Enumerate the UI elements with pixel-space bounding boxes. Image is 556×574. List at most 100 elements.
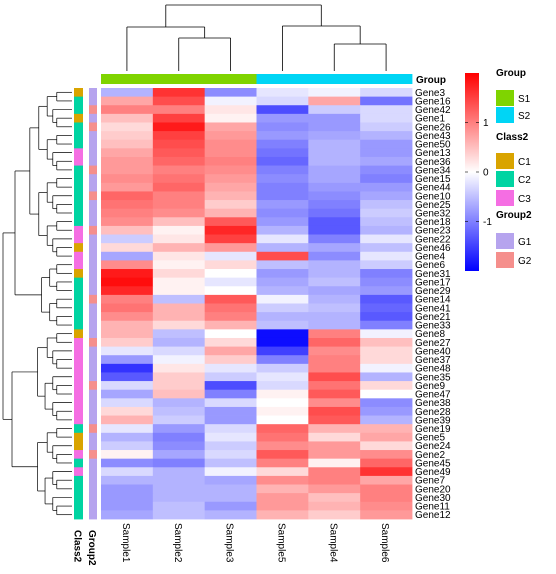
heatmap-cell — [360, 493, 413, 503]
class2-annotation-cell — [74, 398, 83, 408]
heatmap-cell — [152, 225, 206, 235]
class2-annotation-cell — [74, 260, 83, 270]
group2-annotation-cell — [89, 501, 97, 511]
legend-swatch — [496, 90, 514, 106]
group2-annotation-cell — [89, 217, 97, 227]
heatmap-cell — [360, 260, 413, 270]
heatmap-cell — [101, 277, 154, 287]
heatmap-cell — [308, 182, 361, 192]
heatmap-cell — [101, 139, 154, 149]
heatmap-cell — [308, 131, 361, 141]
class2-annotation-cell — [74, 441, 83, 451]
heatmap-cell — [256, 200, 309, 210]
heatmap-cell — [101, 208, 154, 218]
heatmap-cell — [360, 139, 413, 149]
heatmap-cell — [101, 156, 154, 166]
gene-label: Gene36 — [415, 157, 451, 168]
gene-label: Gene38 — [415, 398, 451, 409]
legend-swatch — [496, 252, 514, 268]
heatmap-cell — [152, 139, 206, 149]
heatmap-cell — [256, 312, 309, 322]
heatmap-cell — [256, 156, 309, 166]
heatmap-cell — [360, 234, 413, 244]
heatmap-cell — [256, 346, 309, 356]
class2-annotation-cell — [74, 415, 83, 425]
heatmap-cell — [360, 225, 413, 235]
heatmap-cell — [360, 450, 413, 460]
heatmap-cell — [360, 415, 413, 425]
sample-label: Sample5 — [275, 523, 286, 563]
heatmap-cell — [308, 156, 361, 166]
heatmap-cell — [308, 174, 361, 184]
gene-label: Gene22 — [415, 234, 451, 245]
heatmap-cell — [101, 191, 154, 201]
heatmap-cell — [204, 105, 257, 115]
heatmap-cell — [101, 131, 154, 141]
heatmap-cell — [101, 122, 154, 132]
heatmap-cell — [256, 208, 309, 218]
group2-annotation-cell — [89, 372, 97, 382]
heatmap-cell — [204, 346, 257, 356]
gene-label: Gene14 — [415, 295, 451, 306]
legend-label: C2 — [518, 175, 531, 186]
heatmap-cell — [152, 88, 206, 98]
heatmap-cell — [308, 200, 361, 210]
heatmap-cell — [204, 96, 257, 106]
heatmap-cell — [204, 363, 257, 373]
heatmap-cell — [360, 372, 413, 382]
heatmap-cell — [360, 355, 413, 365]
legend-label: C1 — [518, 157, 531, 168]
heatmap-cell — [101, 458, 154, 468]
class2-annotation-cell — [74, 269, 83, 279]
color-key-tick-label: 1 — [483, 118, 489, 129]
gene-label: Gene37 — [415, 355, 451, 366]
heatmap-cell — [360, 294, 413, 304]
heatmap-cell — [204, 510, 257, 520]
group2-annotation-cell — [89, 432, 97, 442]
group2-annotation-cell — [89, 450, 97, 460]
heatmap-cell — [256, 441, 309, 451]
heatmap-cell — [152, 450, 206, 460]
heatmap-cell — [308, 389, 361, 399]
heatmap-cell — [360, 113, 413, 123]
heatmap-cell — [308, 475, 361, 485]
heatmap-cell — [308, 312, 361, 322]
heatmap-cell — [360, 174, 413, 184]
heatmap-cell — [360, 510, 413, 520]
heatmap-cell — [101, 217, 154, 227]
heatmap-cell — [256, 225, 309, 235]
heatmap-cell — [152, 501, 206, 511]
class2-annotation-cell — [74, 174, 83, 184]
heatmap-cell — [101, 493, 154, 503]
heatmap-cell — [101, 346, 154, 356]
heatmap-cell — [152, 191, 206, 201]
gene-label: Gene34 — [415, 165, 451, 176]
heatmap-cell — [101, 251, 154, 261]
heatmap-cell — [101, 200, 154, 210]
heatmap-cell — [360, 501, 413, 511]
heatmap-cell — [101, 329, 154, 339]
group2-annotation-cell — [89, 200, 97, 210]
heatmap-cell — [101, 475, 154, 485]
heatmap-cell — [308, 484, 361, 494]
group2-annotation-cell — [89, 363, 97, 373]
gene-label: Gene25 — [415, 200, 451, 211]
sample-label: Sample3 — [224, 523, 235, 563]
heatmap-cell — [360, 200, 413, 210]
group2-annotation-cell — [89, 415, 97, 425]
group2-annotation-cell — [89, 156, 97, 166]
group2-annotation-cell — [89, 294, 97, 304]
heatmap-cell — [256, 363, 309, 373]
heatmap-cell — [152, 217, 206, 227]
heatmap-cell — [256, 450, 309, 460]
group2-annotation-cell — [89, 208, 97, 218]
heatmap-cell — [256, 458, 309, 468]
gene-label: Gene32 — [415, 208, 451, 219]
group2-annotation-cell — [89, 260, 97, 270]
group-annotation-cell — [152, 74, 206, 84]
heatmap-cell — [360, 122, 413, 132]
group2-annotation-cell — [89, 148, 97, 158]
heatmap-cell — [360, 363, 413, 373]
heatmap-cell — [256, 251, 309, 261]
heatmap-cell — [256, 122, 309, 132]
